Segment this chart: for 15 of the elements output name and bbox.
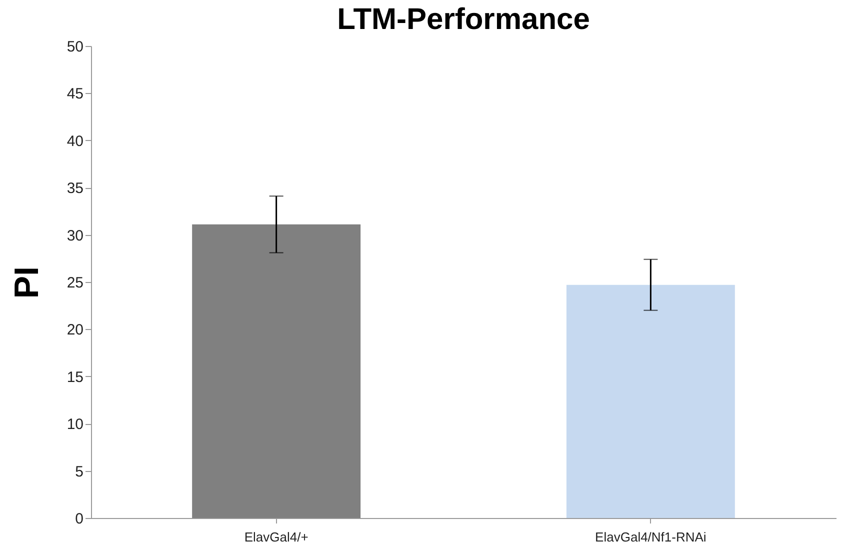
- x-tick-label: ElavGal4/Nf1-RNAi: [595, 530, 706, 544]
- y-tick-label: 45: [66, 86, 84, 103]
- y-tick-label: 15: [66, 368, 84, 386]
- y-axis-title: PI: [8, 266, 46, 299]
- y-tick-label: 35: [66, 180, 84, 198]
- y-tick-label: 30: [66, 227, 84, 244]
- chart-title: LTM-Performance: [337, 3, 590, 36]
- y-tick-label: 20: [66, 322, 84, 339]
- y-tick-label: 10: [66, 416, 84, 434]
- x-tick-label: ElavGal4/+: [244, 530, 308, 544]
- y-tick-label: 25: [66, 274, 84, 292]
- y-tick-label: 50: [66, 38, 84, 56]
- y-tick-label: 0: [75, 510, 84, 528]
- y-tick-label: 5: [75, 463, 84, 480]
- y-tick-label: 40: [66, 132, 84, 150]
